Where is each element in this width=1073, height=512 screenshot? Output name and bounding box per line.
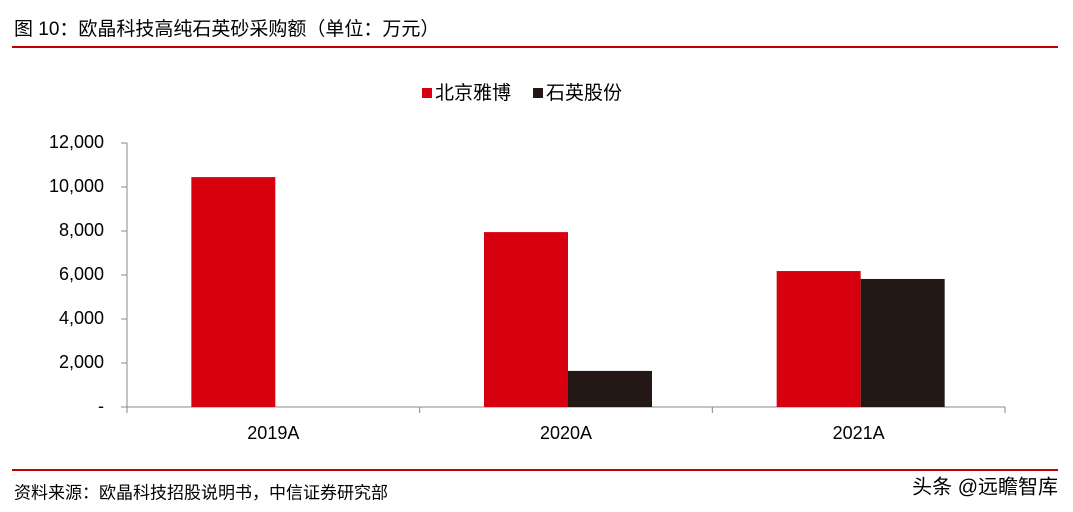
- legend-swatch: [533, 88, 544, 98]
- y-tick-label: -: [98, 396, 104, 416]
- x-tick-label: 2019A: [247, 423, 299, 443]
- y-tick-label: 12,000: [49, 132, 104, 152]
- legend-label: 北京雅博: [435, 82, 511, 104]
- watermark: 头条 @远瞻智库: [912, 475, 1058, 498]
- y-tick-label: 2,000: [59, 352, 104, 372]
- x-tick-label: 2021A: [833, 423, 885, 443]
- y-tick-label: 4,000: [59, 308, 104, 328]
- x-tick-label: 2020A: [540, 423, 592, 443]
- bar: [776, 271, 861, 407]
- y-tick-label: 6,000: [59, 264, 104, 284]
- chart-title: 图 10：欧晶科技高纯石英砂采购额（单位：万元）: [14, 18, 439, 40]
- bar: [191, 177, 276, 407]
- y-tick-label: 10,000: [49, 176, 104, 196]
- y-tick-label: 8,000: [59, 220, 104, 240]
- legend-swatch: [422, 88, 432, 98]
- bar: [484, 232, 568, 407]
- bar: [860, 278, 945, 407]
- bar: [568, 370, 652, 407]
- legend-label: 石英股份: [546, 82, 622, 104]
- source-note: 资料来源：欧晶科技招股说明书，中信证券研究部: [14, 483, 388, 502]
